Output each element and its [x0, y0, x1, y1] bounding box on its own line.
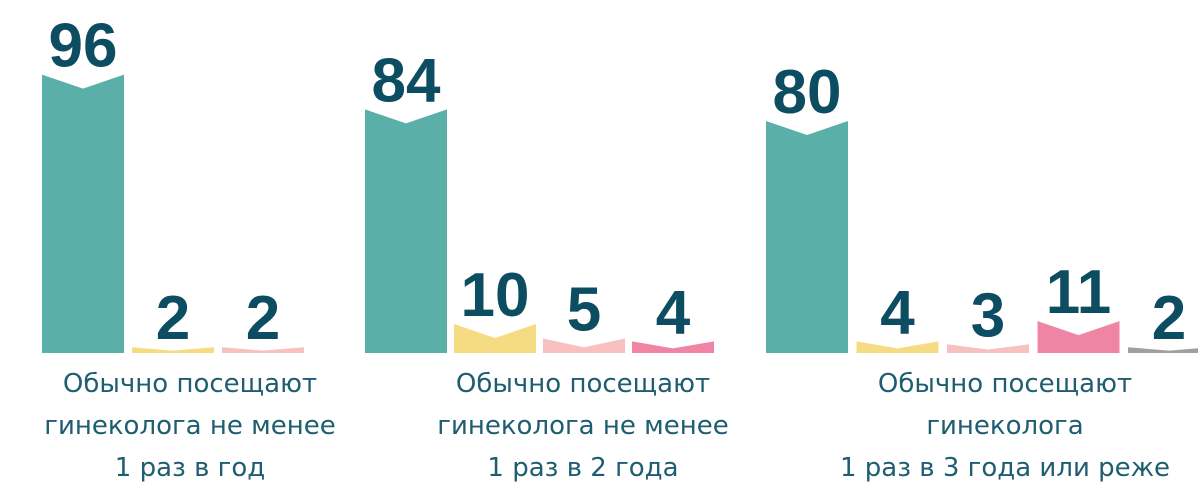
caption: 1 раз в 2 года	[487, 453, 678, 483]
caption: гинеколога не менее	[437, 411, 728, 441]
value-label: 84	[372, 46, 441, 115]
value-label: 2	[246, 284, 280, 353]
bar	[543, 338, 625, 353]
caption: 1 раз в год	[115, 453, 265, 483]
bar	[365, 109, 447, 354]
value-label: 5	[567, 276, 601, 345]
bar	[766, 121, 848, 353]
bar	[1037, 321, 1120, 353]
caption: гинеколога не менее	[44, 411, 335, 441]
value-label: 2	[1152, 284, 1186, 353]
bar	[132, 347, 214, 353]
value-label: 3	[971, 281, 1005, 350]
value-label: 96	[49, 12, 118, 81]
value-label: 2	[156, 284, 190, 353]
value-label: 4	[880, 278, 915, 347]
bar	[947, 344, 1029, 353]
caption: Обычно посещают	[63, 369, 317, 399]
bar	[454, 324, 536, 353]
value-label: 80	[773, 58, 842, 127]
bar	[856, 341, 939, 353]
value-label: 10	[461, 261, 530, 330]
bar	[42, 74, 124, 353]
caption: 1 раз в 3 года или реже	[840, 453, 1170, 483]
caption: Обычно посещают	[878, 369, 1132, 399]
bar	[1128, 347, 1198, 353]
bar	[222, 347, 304, 353]
caption: Обычно посещают	[456, 369, 710, 399]
value-label: 4	[656, 278, 691, 347]
value-label: 11	[1046, 258, 1112, 327]
bar	[632, 341, 714, 353]
caption: гинеколога	[926, 411, 1083, 441]
